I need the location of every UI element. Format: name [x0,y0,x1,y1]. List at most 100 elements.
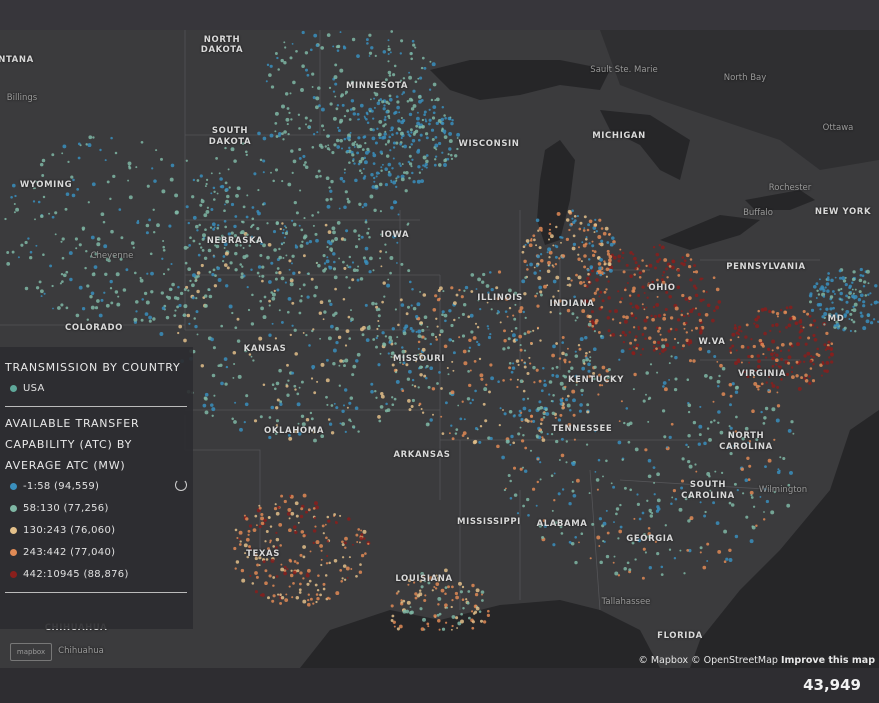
transmission-point [264,569,268,573]
transmission-point [387,278,390,281]
transmission-point [148,218,152,222]
legend-item-1[interactable]: -1:58 (94,559) [10,481,99,492]
transmission-point [272,576,276,579]
transmission-point [641,348,645,351]
transmission-point [578,227,582,231]
transmission-point [359,536,363,541]
transmission-point [631,541,635,545]
transmission-point [583,284,587,288]
transmission-point [268,304,271,307]
transmission-point [591,240,594,243]
transmission-point [35,180,38,183]
refresh-icon[interactable] [175,479,187,491]
transmission-point [365,219,368,222]
transmission-point [607,329,611,333]
transmission-point [288,436,293,441]
legend-item-2[interactable]: 58:130 (77,256) [10,503,109,514]
transmission-point [518,309,523,314]
transmission-point [411,139,416,143]
transmission-point [711,318,715,323]
transmission-point [511,366,516,370]
transmission-point [632,253,635,256]
transmission-point [586,410,590,414]
legend-item-5[interactable]: 442:10945 (88,876) [10,569,129,580]
transmission-point [176,305,180,309]
transmission-point [526,371,530,376]
transmission-point [364,246,369,251]
transmission-point [431,138,435,141]
transmission-point [258,504,261,507]
transmission-point [355,574,358,578]
transmission-point [520,359,524,362]
transmission-point [669,283,672,286]
transmission-point [328,186,331,189]
transmission-point [320,362,325,367]
transmission-point [622,340,626,344]
transmission-point [350,309,352,312]
map-view[interactable]: NORTH DAKOTA NTANA Billings MINNESOTA SOU… [0,30,879,668]
transmission-point [536,292,539,295]
osm-attribution-link[interactable]: © OpenStreetMap [691,655,778,666]
transmission-point [652,305,656,309]
map-canvas[interactable] [0,30,879,668]
transmission-point [568,540,572,544]
transmission-point [715,287,720,292]
legend-country-usa[interactable]: USA [10,383,45,394]
label-kentucky: KENTUCKY [568,375,624,385]
transmission-point [432,82,437,87]
mapbox-attribution-link[interactable]: © Mapbox [638,655,689,666]
transmission-point [672,345,676,350]
transmission-point [775,311,780,316]
transmission-point [317,169,321,173]
transmission-point [509,497,513,500]
transmission-point [306,582,310,586]
transmission-point [322,129,325,131]
transmission-point [588,359,592,362]
transmission-point [551,353,555,358]
transmission-point [364,220,368,224]
transmission-point [152,230,156,234]
transmission-point [118,208,122,211]
improve-map-link[interactable]: Improve this map [780,655,875,666]
transmission-point [455,595,459,600]
transmission-point [858,290,862,294]
transmission-point [401,355,405,359]
transmission-point [646,499,649,502]
legend-item-3[interactable]: 130:243 (76,060) [10,525,115,536]
transmission-point [335,591,340,596]
transmission-point [573,295,576,299]
transmission-point [489,363,493,367]
transmission-point [626,561,630,565]
transmission-point [524,243,527,246]
transmission-point [546,251,549,254]
transmission-point [262,136,267,141]
transmission-point [698,318,703,323]
transmission-point [282,228,285,231]
transmission-points [4,30,879,631]
transmission-point [615,507,620,511]
transmission-point [215,157,219,160]
legend-item-4[interactable]: 243:442 (77,040) [10,547,115,558]
transmission-point [659,333,662,336]
transmission-point [361,325,366,330]
transmission-point [316,380,319,383]
transmission-point [329,247,334,252]
mapbox-logo[interactable]: mapbox [10,643,52,661]
transmission-point [557,299,562,303]
transmission-point [270,85,275,89]
transmission-point [737,360,741,364]
transmission-point [307,508,311,512]
transmission-point [642,547,646,551]
transmission-point [619,321,622,325]
transmission-point [450,323,454,328]
transmission-point [332,252,336,256]
transmission-point [628,330,632,334]
transmission-point [302,555,306,559]
transmission-point [704,374,708,378]
transmission-point [511,333,516,338]
transmission-point [371,301,375,306]
transmission-point [746,345,750,349]
transmission-point [274,387,277,391]
transmission-point [447,585,450,589]
transmission-point [135,166,138,169]
